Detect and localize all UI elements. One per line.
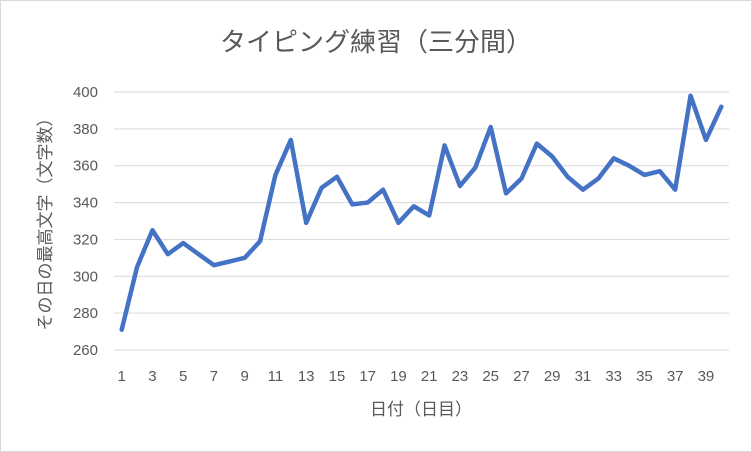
y-tick-label: 340 bbox=[73, 195, 98, 212]
y-tick-label: 300 bbox=[73, 268, 98, 285]
x-tick-label: 35 bbox=[636, 368, 653, 385]
x-tick-label: 1 bbox=[118, 368, 126, 385]
x-tick-label: 7 bbox=[210, 368, 218, 385]
x-tick-label: 17 bbox=[359, 368, 376, 385]
chart-title: タイピング練習（三分間） bbox=[220, 28, 532, 58]
x-tick-label: 29 bbox=[544, 368, 561, 385]
y-tick-label: 260 bbox=[73, 342, 98, 359]
series-line bbox=[119, 93, 724, 332]
x-tick-label: 5 bbox=[179, 368, 187, 385]
y-tick-label: 380 bbox=[73, 121, 98, 138]
x-tick-label: 33 bbox=[605, 368, 622, 385]
x-tick-label: 23 bbox=[452, 368, 469, 385]
x-tick-label: 25 bbox=[482, 368, 499, 385]
x-tick-label: 19 bbox=[390, 368, 407, 385]
x-tick-label: 39 bbox=[698, 368, 715, 385]
y-tick-label: 280 bbox=[73, 305, 98, 322]
y-tick-label: 360 bbox=[73, 158, 98, 175]
y-tick-label: 320 bbox=[73, 231, 98, 248]
x-tick-label: 3 bbox=[148, 368, 156, 385]
x-tick-label: 21 bbox=[421, 368, 438, 385]
x-tick-label: 11 bbox=[268, 368, 284, 385]
x-tick-label: 37 bbox=[667, 368, 684, 385]
x-tick-label: 13 bbox=[298, 368, 315, 385]
x-tick-label: 9 bbox=[241, 368, 249, 385]
x-tick-label: 27 bbox=[513, 368, 530, 385]
y-axis-title: その日の最高文字（文字数） bbox=[36, 110, 56, 331]
x-tick-label: 15 bbox=[329, 368, 346, 385]
x-axis-title: 日付（日目） bbox=[370, 400, 472, 420]
y-tick-label: 400 bbox=[73, 84, 98, 101]
x-tick-label: 31 bbox=[575, 368, 592, 385]
